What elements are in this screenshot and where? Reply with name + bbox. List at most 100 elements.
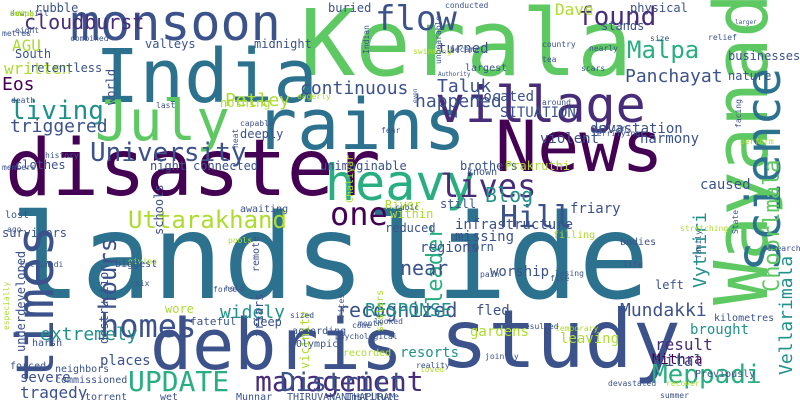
cloud-word: cloudburst [24, 10, 145, 34]
cloud-word: pools [228, 236, 253, 245]
cloud-word: happened [415, 91, 502, 112]
cloud-word: Uttarakhand [128, 206, 287, 234]
cloud-word: Authority [438, 71, 471, 78]
cloud-word: rains [255, 84, 466, 166]
cloud-word: life [623, 260, 643, 269]
cloud-word: looked [374, 317, 403, 326]
cloud-word: Indian [362, 25, 371, 54]
cloud-word: nothing [220, 96, 271, 110]
cloud-word: eagerly [297, 92, 331, 101]
cloud-word: flow [375, 0, 457, 39]
cloud-word: lost [5, 210, 30, 221]
cloud-word: Meppadi [652, 360, 762, 390]
cloud-word: widely [220, 302, 286, 323]
cloud-word: bodies [620, 237, 657, 248]
cloud-word: known [467, 167, 498, 178]
cloud-word: psychological [335, 332, 398, 341]
cloud-word: Hill [500, 200, 573, 235]
cloud-word: management [255, 365, 424, 398]
cloud-word: especially [2, 281, 11, 330]
cloud-word: devastated [608, 379, 657, 388]
cloud-word: eight [15, 26, 40, 35]
cloud-word: triggered [10, 116, 108, 137]
cloud-word: reduced [385, 221, 436, 235]
cloud-word: village [435, 76, 646, 134]
cloud-word: living [10, 96, 104, 126]
cloud-word: clothes [15, 158, 66, 172]
cloud-word: harmony [640, 131, 700, 147]
cloud-word: terrifying [592, 129, 641, 138]
cloud-word: debris [150, 304, 403, 386]
cloud-word: Kerala [300, 0, 633, 97]
cloud-word: brought [690, 322, 750, 338]
cloud-word: pain [480, 270, 500, 279]
cloud-word: News [495, 106, 664, 188]
cloud-word: held [225, 284, 245, 293]
cloud-word: located [475, 89, 535, 105]
cloud-word: wet [160, 392, 179, 400]
cloud-word: regions [420, 240, 480, 256]
cloud-word: District [280, 368, 406, 398]
cloud-word: Pettimudi [20, 260, 64, 269]
cloud-word: commissioned [55, 375, 128, 386]
cloud-word: gardens [470, 324, 530, 340]
cloud-word: come [352, 321, 372, 330]
cloud-word: India [95, 34, 318, 120]
cloud-word: last [156, 101, 176, 110]
cloud-word: one [330, 195, 388, 233]
cloud-word: became [450, 45, 479, 54]
cloud-word: unbearable [434, 15, 443, 64]
cloud-word: places [100, 353, 151, 369]
cloud-word: harsh [32, 338, 63, 349]
cloud-word: devastation [590, 121, 683, 137]
cloud-word: recorded [343, 348, 392, 359]
cloud-word: Panchayat [625, 66, 723, 87]
cloud-word: size [650, 34, 670, 43]
cloud-word: caused [700, 177, 751, 193]
cloud-word: left [655, 278, 684, 292]
cloud-word: brothers [460, 159, 518, 173]
cloud-word: landslide [10, 188, 650, 326]
cloud-word: rubble [35, 1, 79, 15]
cloud-word: five [550, 274, 570, 283]
cloud-word: losing [555, 269, 584, 278]
cloud-word: sized [290, 311, 315, 320]
cloud-word: stretching [680, 224, 729, 233]
cloud-word: worship [490, 264, 550, 280]
cloud-word: relentless [30, 61, 103, 75]
cloud-word: violent [540, 131, 600, 147]
cloud-word: extremely [40, 324, 138, 345]
cloud-word: result [655, 335, 713, 354]
cloud-word: study [440, 293, 681, 386]
cloud-word: saw [10, 9, 25, 18]
cloud-word: Vellarimala [776, 255, 797, 375]
cloud-word: State [731, 209, 740, 234]
cloud-word: Malpa [627, 36, 700, 64]
cloud-word: UPDATE [128, 365, 230, 398]
cloud-word: reality [416, 361, 450, 370]
cloud-word: bring [10, 9, 35, 18]
cloud-word: death [11, 96, 36, 105]
cloud-word: Mundakki [620, 300, 707, 321]
cloud-word: vital [655, 351, 704, 370]
cloud-word: metres [2, 29, 31, 38]
cloud-word: midnight [254, 37, 312, 51]
cloud-word: resulted [520, 322, 559, 331]
cloud-word: disaster [5, 124, 381, 214]
cloud-word: neighbors [55, 364, 110, 375]
cloud-word: near [400, 256, 449, 280]
cloud-word: River [385, 198, 422, 212]
cloud-word: infrastructure [455, 217, 574, 233]
cloud-word: awaiting [240, 204, 289, 215]
cloud-word: destruction [97, 264, 111, 344]
cloud-word: unimaginable [320, 159, 407, 173]
cloud-word: Taluk [437, 76, 492, 97]
cloud-word: six [135, 279, 150, 288]
cloud-word: perform [740, 137, 774, 146]
cloud-word: schools [152, 184, 166, 235]
cloud-word: monsoon [70, 0, 281, 52]
cloud-word: Chaliyar [345, 154, 356, 203]
cloud-word: connected [193, 159, 259, 173]
cloud-word: leaving [560, 331, 620, 347]
